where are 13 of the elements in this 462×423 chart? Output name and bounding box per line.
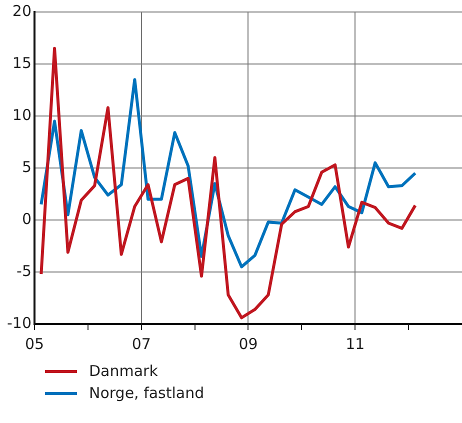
x-tick-label: 11 (346, 334, 365, 353)
y-tick-label: 20 (12, 2, 32, 20)
y-tick-label: -10 (7, 314, 32, 332)
x-tick-label: 09 (238, 334, 258, 353)
y-tick-label: 5 (22, 158, 32, 176)
legend-label: Danmark (89, 362, 158, 380)
y-tick-label: -5 (16, 262, 32, 280)
y-tick-label: 10 (12, 106, 32, 124)
x-tick-label: 07 (132, 334, 151, 353)
legend-label: Norge, fastland (89, 384, 204, 402)
y-tick-label: 15 (12, 54, 32, 72)
y-tick-label: 0 (22, 210, 32, 228)
x-tick-label: 05 (24, 334, 44, 353)
